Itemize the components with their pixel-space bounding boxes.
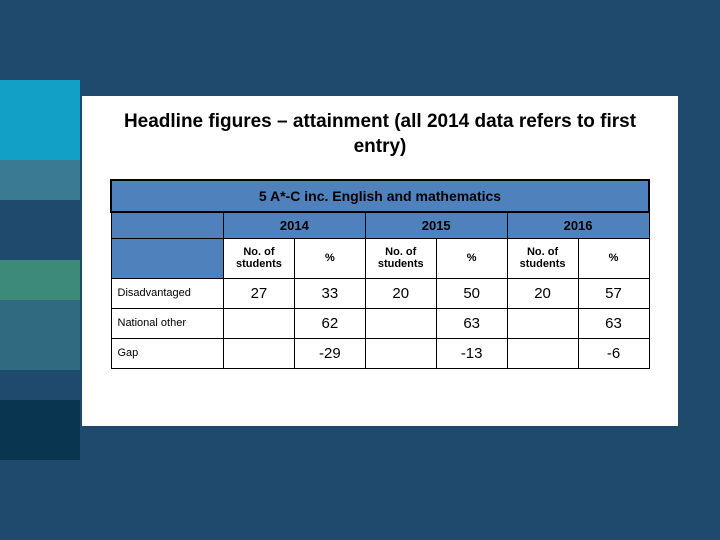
table-body: Disadvantaged273320502057National other6… — [111, 278, 649, 368]
sub-header-pct: % — [578, 238, 649, 278]
cell-value: 50 — [436, 278, 507, 308]
cell-value: 62 — [294, 308, 365, 338]
sub-header-pct: % — [436, 238, 507, 278]
table-row: National other 62 63 63 — [111, 308, 649, 338]
cell-value: -13 — [436, 338, 507, 368]
stripe-block — [0, 80, 80, 160]
cell-value: 57 — [578, 278, 649, 308]
content-panel: Headline figures – attainment (all 2014 … — [82, 96, 678, 426]
cell-value — [365, 338, 436, 368]
stripe-block — [0, 160, 80, 200]
stripe-block — [0, 400, 80, 460]
stripe-block — [0, 370, 80, 400]
sub-header-pct: % — [294, 238, 365, 278]
sub-header-count: No. of students — [365, 238, 436, 278]
cell-value — [365, 308, 436, 338]
cell-value: -6 — [578, 338, 649, 368]
table-row: Disadvantaged273320502057 — [111, 278, 649, 308]
cell-value — [507, 338, 578, 368]
row-label: Gap — [111, 338, 223, 368]
sub-header-count: No. of students — [507, 238, 578, 278]
year-header: 2015 — [365, 212, 507, 238]
stripe-block — [0, 260, 80, 300]
cell-value: -29 — [294, 338, 365, 368]
year-header: 2016 — [507, 212, 649, 238]
cell-value: 20 — [507, 278, 578, 308]
cell-value: 63 — [436, 308, 507, 338]
stripe-block — [0, 200, 80, 260]
cell-value: 63 — [578, 308, 649, 338]
table-row: Gap -29 -13 -6 — [111, 338, 649, 368]
stripe-block — [0, 300, 80, 370]
sub-header-count: No. of students — [223, 238, 294, 278]
cell-value: 27 — [223, 278, 294, 308]
stripe-block — [0, 460, 80, 540]
table-main-header: 5 A*-C inc. English and mathematics — [111, 180, 649, 212]
cell-value: 33 — [294, 278, 365, 308]
slide-title: Headline figures – attainment (all 2014 … — [82, 96, 678, 165]
stripe-block — [0, 0, 80, 80]
cell-value — [223, 308, 294, 338]
attainment-table: 5 A*-C inc. English and mathematics 2014… — [110, 179, 650, 369]
table-corner-blank — [111, 212, 223, 238]
year-header: 2014 — [223, 212, 365, 238]
cell-value — [223, 338, 294, 368]
left-color-band — [0, 0, 80, 540]
row-label: Disadvantaged — [111, 278, 223, 308]
cell-value — [507, 308, 578, 338]
table-corner-blank — [111, 238, 223, 278]
cell-value: 20 — [365, 278, 436, 308]
row-label: National other — [111, 308, 223, 338]
